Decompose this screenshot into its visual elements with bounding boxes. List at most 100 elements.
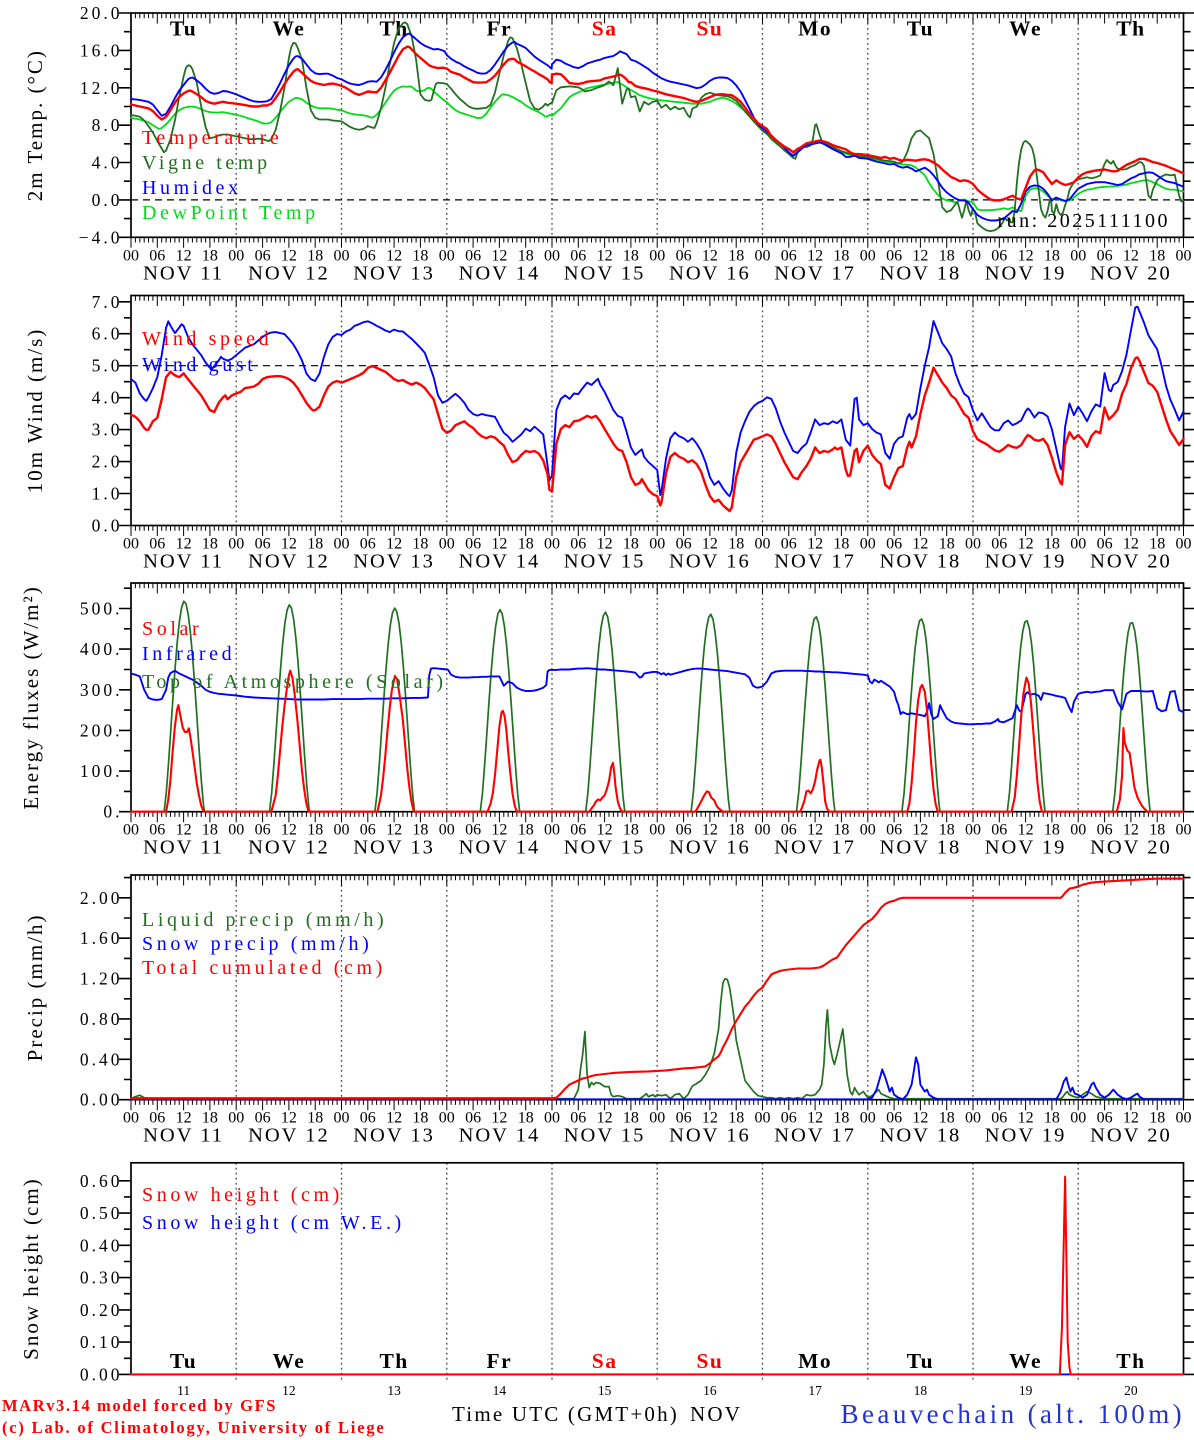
svg-text:Tu: Tu (907, 1349, 934, 1373)
svg-text:18: 18 (518, 822, 534, 839)
svg-text:NOV 15: NOV 15 (564, 837, 646, 859)
svg-text:00: 00 (544, 248, 560, 265)
svg-text:18: 18 (1149, 1110, 1165, 1127)
svg-text:Fr: Fr (487, 17, 513, 41)
svg-text:06: 06 (360, 248, 376, 265)
svg-text:Tu: Tu (170, 17, 197, 41)
svg-text:Mo: Mo (798, 17, 832, 41)
svg-text:300.: 300. (80, 680, 123, 700)
svg-text:12: 12 (176, 536, 192, 553)
svg-text:18: 18 (623, 1110, 639, 1127)
svg-text:00: 00 (1176, 822, 1192, 839)
svg-text:NOV 14: NOV 14 (459, 837, 541, 859)
svg-text:00: 00 (860, 822, 876, 839)
svg-text:18: 18 (202, 248, 218, 265)
svg-text:12: 12 (386, 536, 402, 553)
svg-text:00: 00 (123, 536, 139, 553)
svg-text:18: 18 (1149, 248, 1165, 265)
svg-text:15: 15 (598, 1383, 612, 1398)
svg-text:13: 13 (387, 1383, 401, 1398)
svg-text:12: 12 (807, 248, 823, 265)
svg-text:We: We (1009, 1349, 1042, 1373)
svg-text:18: 18 (518, 536, 534, 553)
svg-text:12: 12 (386, 248, 402, 265)
svg-text:Beauvechain (alt. 100m): Beauvechain (alt. 100m) (841, 1399, 1185, 1429)
svg-text:00: 00 (755, 536, 771, 553)
svg-text:We: We (272, 1349, 305, 1373)
svg-text:0.50: 0.50 (80, 1203, 123, 1223)
svg-text:00: 00 (1070, 822, 1086, 839)
svg-text:NOV 11: NOV 11 (143, 1125, 224, 1147)
svg-text:00: 00 (123, 248, 139, 265)
svg-text:0.0: 0.0 (92, 516, 123, 536)
svg-text:11: 11 (177, 1383, 190, 1398)
svg-text:NOV 13: NOV 13 (353, 1125, 435, 1147)
svg-text:06: 06 (1097, 248, 1113, 265)
svg-text:06: 06 (360, 536, 376, 553)
svg-text:Solar: Solar (142, 618, 202, 640)
svg-text:18: 18 (939, 248, 955, 265)
svg-text:Energy fluxes (W/m²): Energy fluxes (W/m²) (19, 585, 43, 809)
svg-text:6.0: 6.0 (92, 324, 123, 344)
svg-text:18: 18 (1044, 536, 1060, 553)
svg-text:Snow height (cm): Snow height (cm) (142, 1184, 343, 1206)
svg-text:12: 12 (912, 1110, 928, 1127)
svg-text:Snow precip (mm/h): Snow precip (mm/h) (142, 933, 372, 955)
svg-text:(c) Lab. of Climatology, Unive: (c) Lab. of Climatology, University of L… (2, 1418, 386, 1437)
svg-text:0.: 0. (103, 802, 122, 822)
svg-text:NOV 19: NOV 19 (985, 551, 1067, 573)
svg-text:06: 06 (886, 248, 902, 265)
svg-text:Time UTC (GMT+0h): Time UTC (GMT+0h) (452, 1402, 679, 1426)
svg-text:1.20: 1.20 (80, 969, 123, 989)
svg-text:06: 06 (255, 822, 271, 839)
svg-text:00: 00 (123, 1110, 139, 1127)
svg-text:00: 00 (649, 1110, 665, 1127)
svg-text:06: 06 (676, 536, 692, 553)
svg-text:06: 06 (991, 536, 1007, 553)
svg-text:06: 06 (781, 536, 797, 553)
svg-text:12: 12 (1123, 822, 1139, 839)
svg-text:12: 12 (912, 536, 928, 553)
svg-text:Sa: Sa (592, 1349, 618, 1373)
svg-text:NOV: NOV (690, 1402, 742, 1426)
svg-text:12: 12 (807, 1110, 823, 1127)
svg-text:06: 06 (886, 536, 902, 553)
svg-text:18: 18 (412, 248, 428, 265)
svg-text:12: 12 (281, 248, 297, 265)
svg-text:12: 12 (702, 1110, 718, 1127)
svg-text:18: 18 (412, 822, 428, 839)
svg-text:NOV 12: NOV 12 (248, 263, 330, 285)
svg-text:00: 00 (228, 1110, 244, 1127)
svg-text:0.40: 0.40 (80, 1235, 123, 1255)
svg-text:10m Wind (m/s): 10m Wind (m/s) (23, 328, 47, 494)
svg-text:06: 06 (781, 1110, 797, 1127)
svg-text:19: 19 (1019, 1383, 1033, 1398)
svg-text:NOV 15: NOV 15 (564, 551, 646, 573)
svg-text:0.60: 0.60 (80, 1171, 123, 1191)
svg-text:0.30: 0.30 (80, 1268, 123, 1288)
svg-text:18: 18 (307, 248, 323, 265)
svg-text:12: 12 (281, 822, 297, 839)
svg-text:200.: 200. (80, 720, 123, 740)
svg-text:12: 12 (1123, 1110, 1139, 1127)
svg-text:06: 06 (465, 1110, 481, 1127)
svg-text:06: 06 (149, 822, 165, 839)
svg-text:00: 00 (860, 1110, 876, 1127)
svg-text:12: 12 (807, 536, 823, 553)
svg-text:NOV 16: NOV 16 (669, 1125, 751, 1147)
svg-text:00: 00 (649, 822, 665, 839)
svg-text:18: 18 (307, 1110, 323, 1127)
svg-text:DewPoint Temp: DewPoint Temp (142, 202, 319, 224)
svg-text:18: 18 (307, 822, 323, 839)
svg-text:00: 00 (965, 1110, 981, 1127)
svg-text:NOV 16: NOV 16 (669, 263, 751, 285)
svg-text:NOV 19: NOV 19 (985, 263, 1067, 285)
svg-text:18: 18 (728, 536, 744, 553)
svg-text:2m Temp. (°C): 2m Temp. (°C) (23, 49, 47, 201)
svg-text:00: 00 (228, 822, 244, 839)
svg-text:run: 2025111100: run: 2025111100 (998, 210, 1171, 232)
svg-text:06: 06 (1097, 822, 1113, 839)
svg-text:18: 18 (623, 822, 639, 839)
svg-text:06: 06 (255, 536, 271, 553)
svg-text:12: 12 (1123, 248, 1139, 265)
